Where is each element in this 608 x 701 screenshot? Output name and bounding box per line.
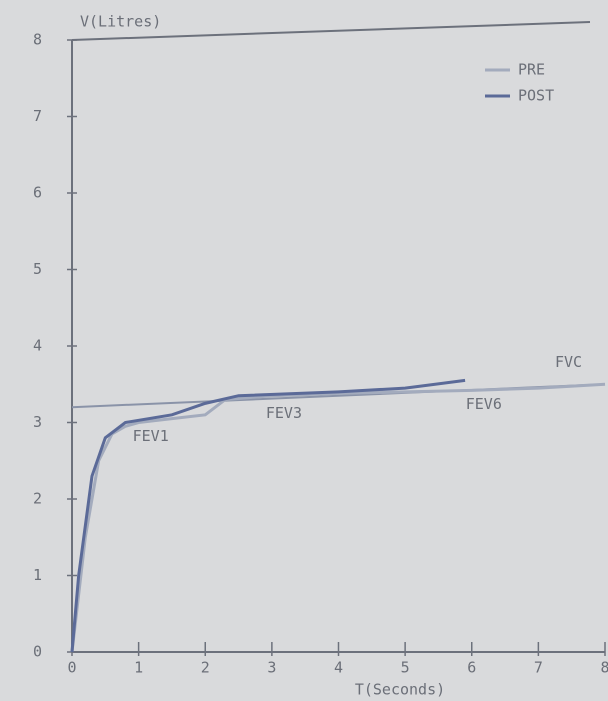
x-tick-label: 8 bbox=[600, 659, 608, 677]
x-axis-label: T(Seconds) bbox=[355, 681, 445, 699]
x-tick-label: 2 bbox=[201, 659, 210, 677]
annotation: FEV1 bbox=[133, 427, 169, 445]
y-tick-label: 1 bbox=[33, 566, 42, 584]
x-tick-label: 5 bbox=[401, 659, 410, 677]
x-tick-label: 0 bbox=[67, 659, 76, 677]
x-tick-label: 7 bbox=[534, 659, 543, 677]
annotation: FEV3 bbox=[266, 404, 302, 422]
y-tick-label: 3 bbox=[33, 413, 42, 431]
legend-label: PRE bbox=[518, 61, 545, 79]
line bbox=[70, 378, 466, 653]
chart-title: V(Litres) bbox=[80, 13, 161, 31]
x-tick-label: 4 bbox=[334, 659, 343, 677]
line bbox=[70, 382, 606, 653]
y-tick-label: 4 bbox=[33, 337, 42, 355]
y-tick-label: 0 bbox=[33, 643, 42, 661]
annotation: FEV6 bbox=[466, 395, 502, 413]
x-tick-label: 1 bbox=[134, 659, 143, 677]
y-tick-label: 8 bbox=[33, 31, 42, 49]
x-tick-label: 6 bbox=[467, 659, 476, 677]
y-tick-label: 6 bbox=[33, 184, 42, 202]
legend-label: POST bbox=[518, 87, 554, 105]
y-tick-label: 7 bbox=[33, 107, 42, 125]
y-tick-label: 2 bbox=[33, 490, 42, 508]
x-tick-label: 3 bbox=[267, 659, 276, 677]
y-tick-label: 5 bbox=[33, 260, 42, 278]
top-frame bbox=[71, 21, 591, 41]
reference-label: FVC bbox=[555, 353, 582, 371]
